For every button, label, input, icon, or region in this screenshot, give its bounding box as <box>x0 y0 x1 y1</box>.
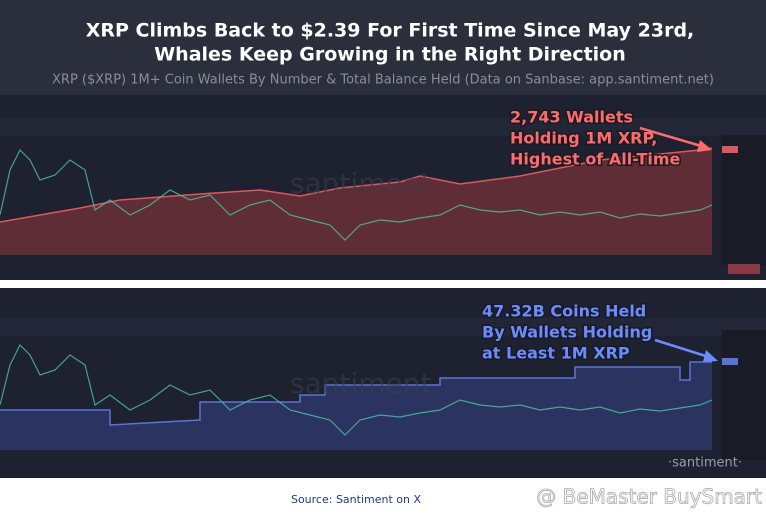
arrow-head <box>697 140 712 152</box>
toolbar <box>0 118 766 136</box>
balance-area <box>0 362 712 450</box>
balance-line <box>0 361 712 426</box>
credit: @ BeMaster BuySmart <box>536 485 762 509</box>
header-bg <box>0 0 766 95</box>
subtitle: XRP ($XRP) 1M+ Coin Wallets By Number & … <box>52 73 714 88</box>
watermark: santiment <box>290 367 431 400</box>
price-line <box>0 148 713 241</box>
annotation: at Least 1M XRP <box>482 344 630 363</box>
title-line: Whales Keep Growing in the Right Directi… <box>154 44 626 66</box>
y-axis <box>722 135 766 265</box>
arrow <box>639 126 709 150</box>
price-line <box>0 343 713 436</box>
brand: ·santiment· <box>668 456 742 471</box>
separator <box>0 280 766 288</box>
scroll <box>728 264 760 274</box>
arrow <box>654 338 713 360</box>
annotation: 2,743 Wallets <box>510 108 633 127</box>
watermark: santiment <box>290 167 431 200</box>
annotation: Holding 1M XRP, <box>510 129 657 148</box>
wallet-area <box>0 148 712 255</box>
y-axis <box>722 330 766 460</box>
axis-badge <box>722 146 738 153</box>
arrow-head <box>703 350 718 362</box>
axis-badge <box>722 358 738 365</box>
annotation: Highest of All-Time <box>510 150 681 169</box>
annotation: By Wallets Holding <box>482 323 652 342</box>
annotation: 47.32B Coins Held <box>482 302 646 321</box>
source: Source: Santiment on X <box>291 493 422 506</box>
toolbar <box>0 318 766 336</box>
title-line: XRP Climbs Back to $2.39 For First Time … <box>86 20 695 42</box>
